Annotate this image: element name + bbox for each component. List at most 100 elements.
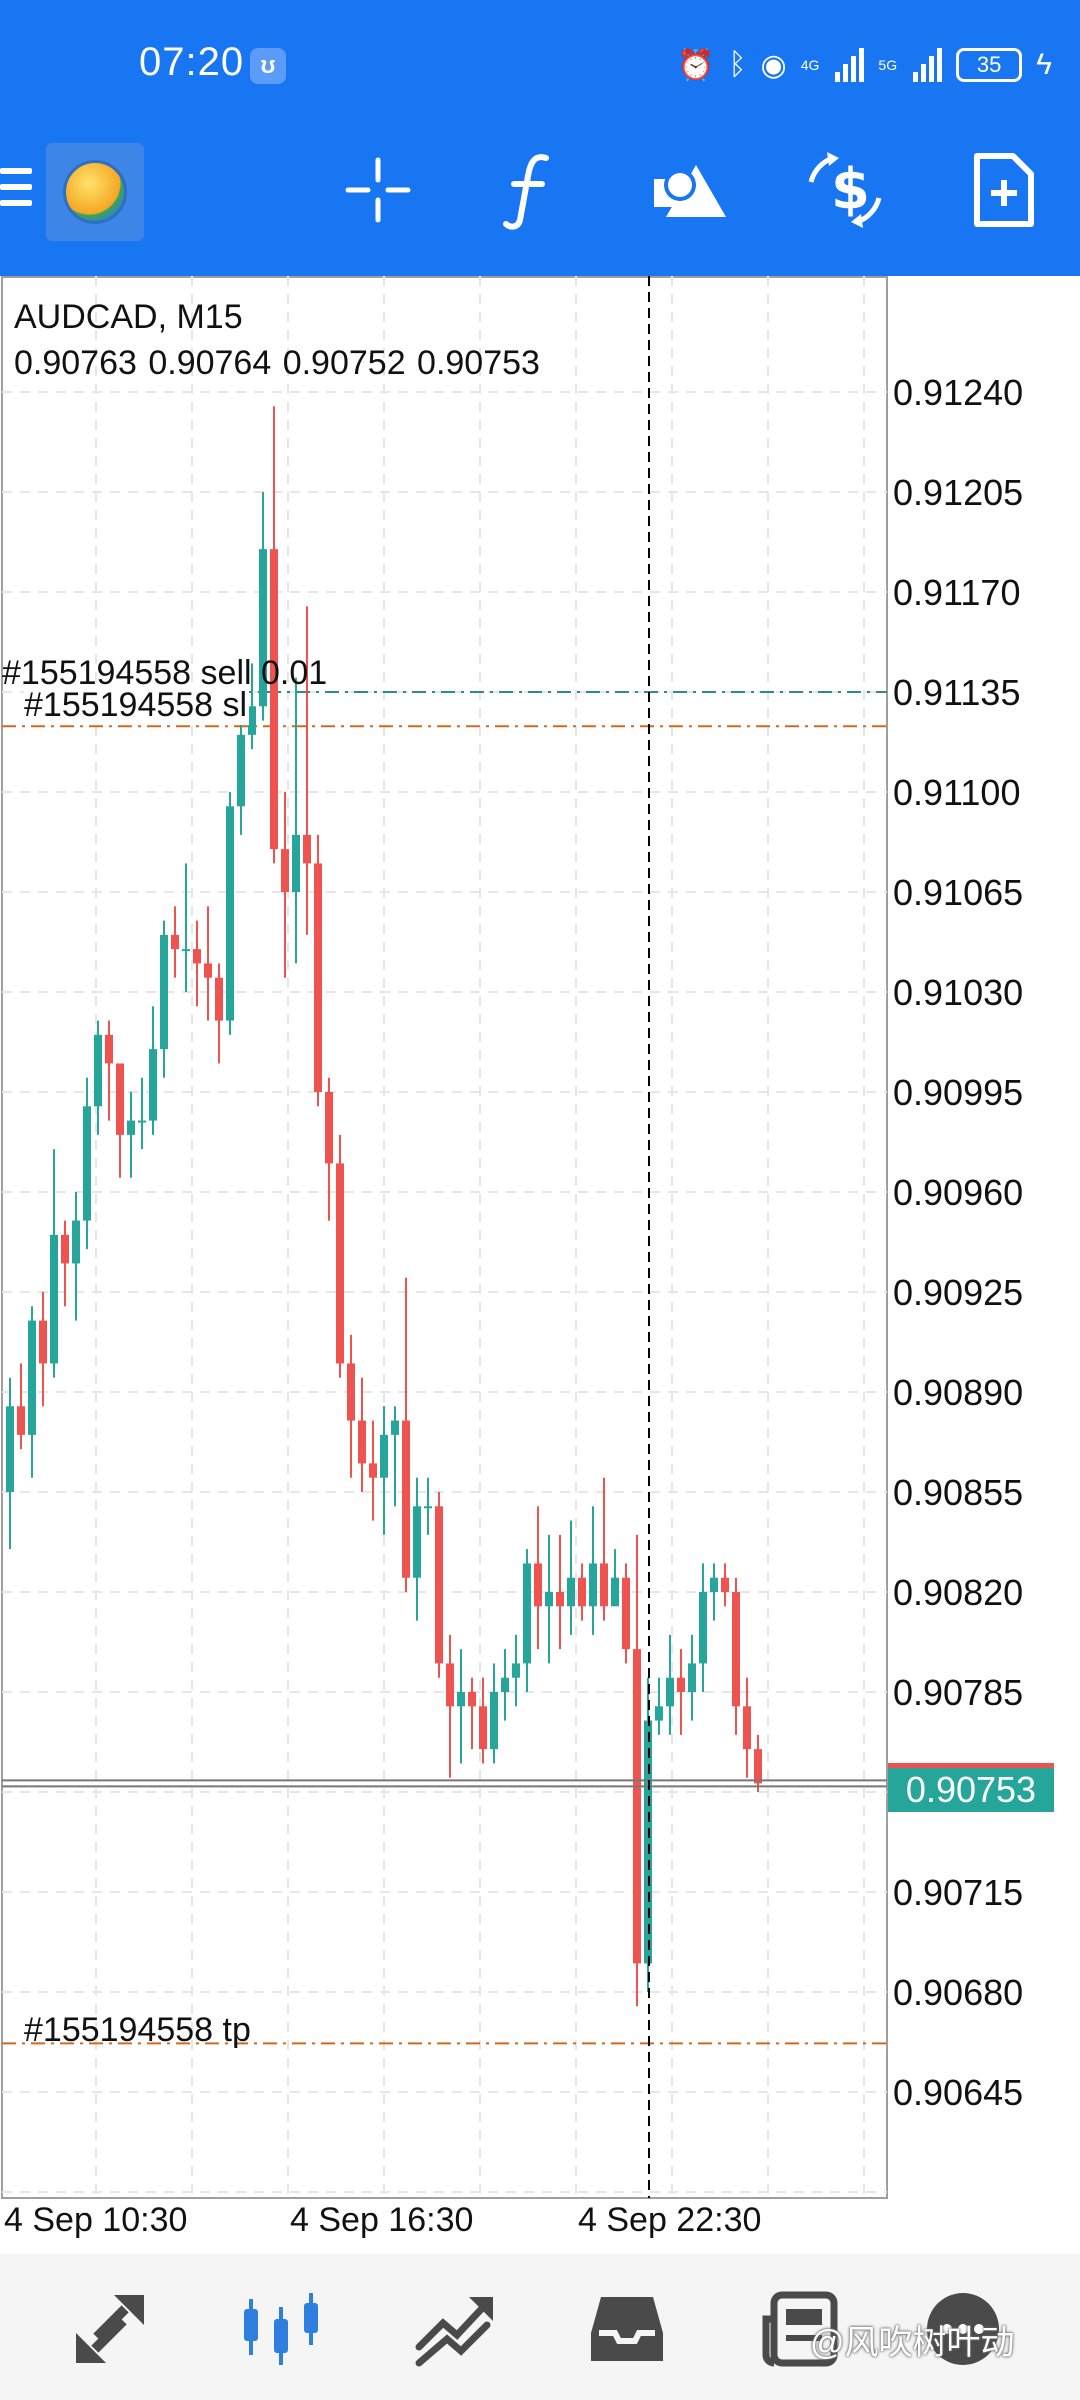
candle-body — [358, 1420, 366, 1464]
candle-body — [380, 1434, 388, 1478]
candle-body — [28, 1320, 36, 1435]
trade-icon[interactable] — [400, 2274, 510, 2384]
price-tick: 0.91240 — [893, 372, 1024, 413]
candle-body — [732, 1592, 740, 1707]
candle-body — [545, 1592, 553, 1607]
hotspot-icon: ◉ — [760, 48, 787, 82]
candle-body — [523, 1563, 531, 1664]
crosshair-icon[interactable] — [333, 145, 423, 235]
candle-body — [215, 977, 223, 1021]
candle-body — [237, 734, 245, 807]
candle-body — [677, 1677, 685, 1692]
candle-body — [556, 1592, 564, 1607]
bluetooth-icon: ᛒ — [728, 48, 747, 81]
candle-body — [633, 1649, 641, 1964]
candle-body — [127, 1120, 135, 1135]
time-tick: 4 Sep 16:30 — [290, 2201, 474, 2239]
candle-body — [479, 1706, 487, 1750]
order-label-sell[interactable]: #155194558 sell 0.01 — [2, 654, 328, 692]
candle-body — [347, 1363, 355, 1421]
logo-orb — [63, 160, 127, 224]
candle-body — [468, 1692, 476, 1707]
messages-icon[interactable] — [908, 2274, 1018, 2384]
signal-icon — [835, 48, 865, 82]
candle-body — [149, 1049, 157, 1121]
candle-body — [600, 1563, 608, 1607]
indicators-icon[interactable] — [488, 145, 578, 235]
candle-body — [226, 806, 234, 1021]
candle-body — [655, 1706, 663, 1721]
candle-body — [193, 949, 201, 964]
candle-body — [72, 1220, 80, 1264]
quotes-icon[interactable] — [55, 2274, 165, 2384]
price-tick: 0.91100 — [893, 772, 1021, 813]
status-icons: ⏰ ᛒ ◉ 4G 5G 35 ϟ — [677, 40, 1052, 90]
candle-body — [369, 1463, 377, 1478]
price-tick: 0.90680 — [893, 1972, 1024, 2013]
notification-badge-icon: ʊ — [250, 48, 286, 84]
order-label-tp[interactable]: #155194558 tp — [24, 2011, 251, 2049]
history-icon[interactable] — [572, 2274, 682, 2384]
candle-body — [39, 1320, 47, 1364]
symbol-dollar-icon[interactable]: $ — [800, 145, 890, 235]
candle-body — [743, 1706, 751, 1750]
candle-body — [83, 1106, 91, 1221]
svg-text:$: $ — [831, 157, 870, 222]
current-price-tag: 0.90753 — [888, 1763, 1054, 1812]
price-tick: 0.90995 — [893, 1072, 1024, 1113]
candle-body — [6, 1406, 14, 1492]
menu-icon[interactable] — [0, 168, 32, 208]
candle-body — [644, 1720, 652, 1964]
candle-body — [578, 1577, 586, 1607]
candle-body — [666, 1677, 674, 1707]
candle-body — [391, 1420, 399, 1435]
metatrader-logo[interactable] — [46, 143, 144, 241]
objects-icon[interactable] — [645, 145, 735, 235]
candle-body — [534, 1563, 542, 1607]
candle-body — [61, 1234, 69, 1264]
order-label-sl[interactable]: #155194558 sl — [24, 686, 250, 725]
candle-body — [204, 963, 212, 978]
price-tick: 0.91170 — [893, 572, 1021, 613]
price-tick: 0.90820 — [893, 1572, 1024, 1613]
candle-body — [501, 1677, 509, 1692]
new-order-icon[interactable] — [958, 145, 1048, 235]
network-label-1: 4G — [800, 57, 820, 73]
candle-body — [94, 1034, 102, 1107]
candle-body — [325, 1092, 333, 1164]
price-tick: 0.90960 — [893, 1172, 1024, 1213]
network-label-2: 5G — [878, 57, 898, 73]
price-tick: 0.90645 — [893, 2072, 1024, 2113]
news-icon[interactable] — [745, 2274, 855, 2384]
price-tick: 0.90715 — [893, 1872, 1024, 1913]
candle-body — [446, 1663, 454, 1707]
candle-body — [50, 1234, 58, 1364]
candle-body — [402, 1420, 410, 1578]
candle-body — [567, 1577, 575, 1607]
candle-body — [248, 706, 256, 735]
candle-body — [710, 1577, 718, 1592]
candle-body — [611, 1577, 619, 1607]
price-tick: 0.90785 — [893, 1672, 1024, 1713]
candle-body — [413, 1506, 421, 1578]
candle-body — [754, 1749, 762, 1784]
signal-icon-2 — [913, 48, 943, 82]
price-tick: 0.90855 — [893, 1472, 1024, 1513]
candle-body — [303, 834, 311, 864]
alarm-icon: ⏰ — [677, 48, 715, 82]
ohlc-label: 0.90763 0.90764 0.90752 0.90753 — [14, 344, 540, 382]
candle-body — [699, 1592, 707, 1664]
candle-body — [281, 849, 289, 892]
time-tick: 4 Sep 10:30 — [4, 2201, 188, 2239]
candle-body — [182, 949, 190, 952]
candle-body — [424, 1506, 432, 1509]
candle-body — [292, 834, 300, 892]
chart-icon[interactable] — [226, 2274, 336, 2384]
chart-area[interactable]: AUDCAD, M15 0.90763 0.90764 0.90752 0.90… — [0, 276, 1080, 2254]
price-tick: 0.91205 — [893, 472, 1024, 513]
price-tick: 0.90925 — [893, 1272, 1024, 1313]
candle-body — [138, 1120, 146, 1123]
price-tick: 0.91065 — [893, 872, 1024, 913]
chart-svg[interactable] — [0, 276, 1080, 2254]
candle-body — [116, 1063, 124, 1135]
